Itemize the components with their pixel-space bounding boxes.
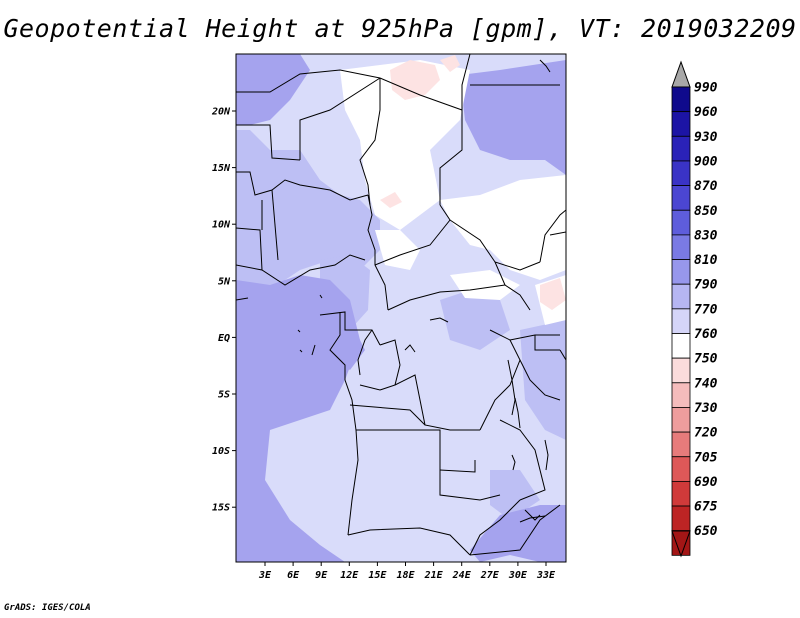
- colorbar-swatch: [671, 480, 691, 507]
- lat-label: 15N: [212, 163, 231, 174]
- colorbar-bottom-arrow: [671, 530, 691, 558]
- lon-label: 18E: [396, 570, 415, 581]
- colorbar-level-label: 675: [694, 500, 718, 515]
- colorbar-level-label: 705: [694, 450, 718, 465]
- grads-credit: GrADS: IGES/COLA: [4, 603, 91, 613]
- longitude-axis: 3E 6E 9E 12E 15E 18E 21E 24E 27E 30E 33E: [258, 562, 556, 581]
- colorbar-level-label: 930: [694, 130, 718, 145]
- colorbar-swatch: [671, 111, 691, 137]
- lon-label: 24E: [452, 570, 472, 581]
- latitude-axis: 20N 15N 10N 5N EQ 5S 10S 15S: [211, 107, 236, 514]
- colorbar-level-label: 850: [694, 204, 718, 219]
- colorbar-swatch: [671, 382, 691, 408]
- colorbar-swatch: [671, 357, 691, 384]
- colorbar-level-label: 750: [694, 352, 718, 367]
- colorbar-level-label: 810: [694, 253, 718, 268]
- lon-label: 3E: [258, 570, 272, 581]
- colorbar-level-label: 960: [694, 105, 718, 120]
- colorbar-level-label: 720: [694, 426, 718, 441]
- colorbar-level-label: 900: [694, 154, 718, 169]
- lat-label: 10S: [212, 446, 230, 457]
- colorbar-swatch: [671, 456, 691, 482]
- colorbar-swatch: [671, 86, 691, 113]
- lon-label: 21E: [424, 570, 444, 581]
- map-title: Geopotential Height at 925hPa [gpm], VT:…: [3, 14, 797, 43]
- field-white-shade: [340, 60, 566, 325]
- lat-label: 5S: [218, 390, 230, 401]
- colorbar-swatch: [671, 407, 691, 433]
- colorbar-level-label: 740: [694, 376, 718, 391]
- colorbar-level-label: 730: [694, 401, 718, 416]
- lon-label: 9E: [315, 570, 328, 581]
- colorbar-level-label: 830: [694, 228, 718, 243]
- country-borders: [236, 54, 566, 556]
- colorbar-swatch: [671, 234, 691, 260]
- lon-label: 12E: [340, 570, 359, 581]
- lon-label: 15E: [368, 570, 387, 581]
- colorbar-swatch: [671, 135, 691, 162]
- colorbar-swatch: [671, 505, 691, 532]
- lon-label: 27E: [480, 570, 500, 581]
- colorbar-level-label: 870: [694, 179, 718, 194]
- colorbar-level-label: 650: [694, 524, 718, 539]
- lat-label: 20N: [211, 107, 231, 118]
- colorbar-swatch: [671, 308, 691, 334]
- lat-label: 15S: [212, 503, 230, 514]
- colorbar-level-label: 690: [694, 475, 718, 490]
- lon-label: 30E: [508, 570, 528, 581]
- colorbar-labels: 990 960 930 900 870 850 830 810 790 770 760 750 740 7…: [694, 81, 718, 540]
- colorbar-swatch: [671, 431, 691, 458]
- colorbar-swatch: [671, 259, 691, 285]
- colorbar-swatch: [671, 333, 691, 359]
- geopotential-field: [236, 54, 566, 562]
- colorbar-swatch: [671, 160, 691, 186]
- lon-label: 6E: [287, 570, 300, 581]
- colorbar-level-label: 790: [694, 278, 718, 293]
- colorbar-swatch: [671, 209, 691, 236]
- lat-label: 5N: [218, 276, 231, 287]
- colorbar: 990 960 930 900 870 850 830 810 790 770 760 750 740 7…: [671, 60, 718, 558]
- colorbar-level-label: 770: [694, 302, 718, 317]
- colorbar-swatches: [671, 86, 691, 556]
- colorbar-level-label: 760: [694, 327, 718, 342]
- map-frame: [235, 53, 567, 563]
- colorbar-top-arrow: [671, 60, 691, 88]
- colorbar-swatch: [671, 185, 691, 211]
- lon-label: 33E: [536, 570, 556, 581]
- lat-label: 10N: [212, 220, 231, 231]
- field-pink-shade: [380, 55, 566, 310]
- lat-label: EQ: [218, 333, 230, 344]
- field-deep-shade: [236, 54, 566, 562]
- colorbar-swatch: [671, 283, 691, 310]
- colorbar-level-label: 990: [694, 81, 718, 96]
